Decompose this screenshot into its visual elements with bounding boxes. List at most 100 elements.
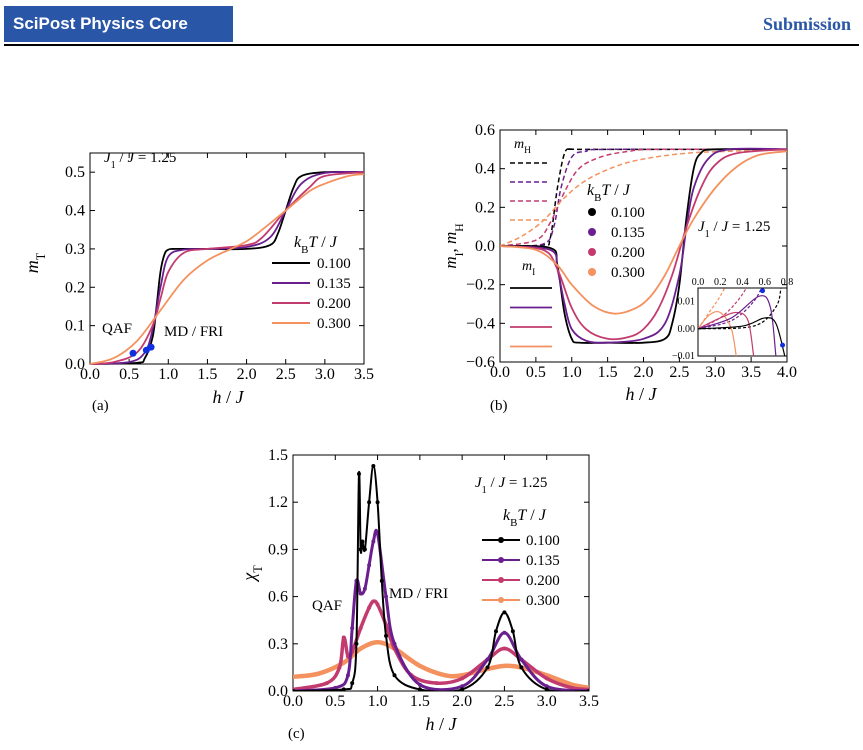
panel-c-annotation: J1 / J = 1.25 [475, 475, 547, 496]
panel-b-legend-mI: mI [522, 259, 535, 278]
panel-c-xtick-label: 3.5 [579, 693, 599, 710]
panel-c-marker-0.135 [345, 673, 350, 678]
header-rule [4, 44, 859, 46]
journal-title: SciPost Physics Core [4, 6, 233, 42]
panel-c-marker-0.100 [379, 578, 384, 583]
panel-a-point [129, 349, 137, 357]
panel-c-marker-0.100 [362, 547, 367, 552]
panel-b-legend-dot [588, 228, 596, 236]
panel-a-xtick-label: 2.5 [276, 366, 296, 383]
panel-c-marker-0.300 [502, 663, 507, 668]
panel-c-marker-0.100 [384, 633, 389, 638]
panel-c-marker-0.135 [519, 657, 524, 662]
panel-c-marker-0.100 [371, 464, 376, 469]
panel-b-xtick-label: 2.5 [669, 364, 689, 381]
panel-b-mH-0.200 [500, 148, 787, 247]
panel-b-tag: (b) [490, 398, 508, 414]
panel-b-ytick-label: 0.0 [475, 238, 495, 255]
panel-c-marker-0.100 [460, 687, 465, 691]
panel-c-marker-0.200 [367, 605, 372, 610]
panel-c-xtick-label: 2.0 [452, 693, 472, 710]
panel-a-xtick-label: 0.5 [119, 366, 139, 383]
panel-c-marker-0.100 [354, 641, 359, 646]
panel-b-legend-label: 0.135 [611, 225, 645, 241]
panel-b-legend-dot [588, 268, 596, 276]
panel-b-inset-series [698, 288, 782, 330]
panel-c-legend-marker [498, 557, 504, 563]
submission-label: Submission [762, 14, 851, 34]
panel-b-mI-0.135 [500, 147, 787, 344]
panel-c-legend-marker [498, 597, 504, 603]
panel-b-xtick-label: 3.5 [741, 364, 761, 381]
panel-c-ytick-label: 0.6 [268, 589, 288, 606]
panel-c-tag: (c) [288, 726, 305, 742]
panel-a-legend-label: 0.300 [317, 316, 351, 332]
panel-b-legend-mH: mH [514, 137, 531, 156]
panel-b-xtick-label: 0.0 [490, 364, 510, 381]
panel-c-marker-0.200 [341, 635, 346, 640]
panel-c-legend-title: kBT / J [503, 507, 547, 529]
panel-c-ytick-label: 0.9 [268, 541, 288, 558]
panel-c-marker-0.100 [360, 539, 365, 544]
panel-c-marker-0.200 [371, 599, 376, 604]
panel-b-inset-ytick: 0.01 [678, 297, 696, 308]
panel-b-inset-series [698, 317, 786, 356]
panel-c-marker-0.300 [443, 673, 448, 678]
panel-c-marker-0.200 [544, 676, 549, 681]
panel-c-marker-0.100 [375, 500, 380, 505]
panel-b-inset-point [760, 288, 766, 294]
panel-a-annotation: J1 / J = 1.25 [104, 150, 176, 171]
panel-c-xtick-label: 1.0 [368, 693, 388, 710]
panel-b-ytick-label: −0.4 [466, 315, 495, 332]
panel-c-marker-0.135 [362, 586, 367, 591]
panel-c-marker-0.135 [358, 591, 363, 596]
panel-c-legend-label: 0.135 [526, 553, 560, 569]
panel-a-label-mdfri: MD / FRI [164, 324, 223, 340]
panel-a-series-0.300 [89, 173, 365, 365]
panel-b-xtick-label: 3.0 [705, 364, 725, 381]
panel-a-point [147, 343, 155, 351]
panel-a-ytick-label: 0.3 [65, 241, 85, 258]
panel-a-xtick-label: 3.0 [315, 366, 335, 383]
panel-b-ytick-label: 0.4 [475, 161, 495, 178]
panel-b-xlabel: h / J [625, 384, 657, 404]
panel-c-marker-0.100 [510, 629, 515, 634]
panel-c-marker-0.300 [570, 682, 575, 687]
panel-c-marker-0.135 [384, 594, 389, 599]
panel-c-legend-marker [498, 577, 504, 583]
panel-c-marker-0.200 [502, 646, 507, 651]
panel-c-marker-0.100 [293, 689, 295, 691]
panel-b-inset: 0.0 0.2 0.4 0.6 0.8 0.01 0.00 −0.01 [672, 277, 794, 362]
panel-c-marker-0.200 [337, 665, 342, 670]
panel-a-ylabel: mT [22, 252, 48, 273]
panel-c-marker-0.300 [293, 674, 295, 679]
panel-a-xtick-label: 1.0 [158, 366, 178, 383]
panel-a-legend-label: 0.135 [317, 276, 351, 292]
panel-b-legend-label: 0.300 [611, 265, 645, 281]
panel-c-marker-0.200 [434, 681, 439, 686]
panel-c-xtick-label: 2.5 [494, 693, 514, 710]
panel-b-ytick-label: 0.6 [475, 122, 495, 139]
panel-c-marker-0.135 [350, 626, 355, 631]
panel-c-marker-0.200 [358, 626, 363, 631]
panel-b-inset-series [698, 311, 755, 356]
panel-b-inset-xtick: 0.8 [781, 277, 794, 288]
panel-c-marker-0.300 [341, 660, 346, 665]
panel-b-inset-xtick: 0.0 [692, 277, 705, 288]
panel-b-ytick-label: −0.2 [466, 277, 495, 294]
panel-b-legend-label: 0.200 [611, 245, 645, 261]
panel-a-label-qaf: QAF [102, 321, 132, 337]
panel-c-legend-marker [498, 537, 504, 543]
panel-c-marker-0.100 [367, 500, 372, 505]
panel-c-marker-0.100 [350, 681, 355, 686]
panel-c-marker-0.100 [358, 547, 363, 552]
panel-c-marker-0.300 [358, 646, 363, 651]
panel-c-legend-label: 0.200 [526, 573, 560, 589]
panel-c-marker-0.100 [417, 687, 422, 691]
panel-c-ytick-label: 0.0 [268, 683, 288, 700]
panel-c-marker-0.300 [316, 671, 321, 676]
panel-b-axes: 0.0 0.5 1.0 1.5 2.0 2.5 3.0 3.5 4.00.60.40.20.0−… [466, 122, 797, 414]
panel-c-marker-0.135 [367, 563, 372, 568]
panel-a-axes: 0.0 0.5 1.0 1.5 2.0 2.5 3.0 3.5 0.0 0.1 0.2 0.3 0.4 0… [65, 152, 374, 414]
panel-c-marker-0.100 [356, 471, 361, 476]
